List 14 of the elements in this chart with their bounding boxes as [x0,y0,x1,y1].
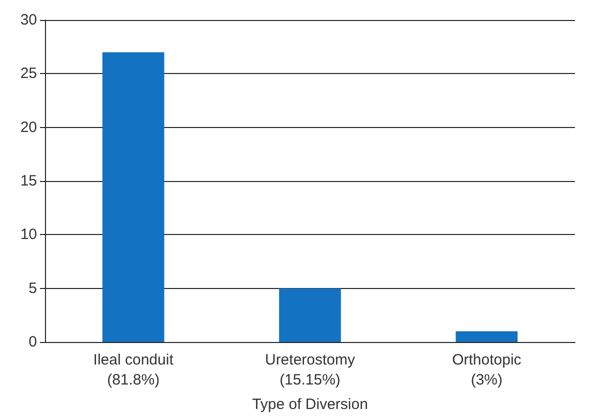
y-tick-label: 0 [28,334,37,350]
y-tick-label: 5 [28,280,37,297]
bar [102,52,164,342]
x-tick-label: Orthotopic (3%) [452,352,522,388]
bar [279,288,341,342]
x-tick-label: Ureterostomy (15.15%) [264,352,356,388]
y-tick-label: 15 [20,172,37,190]
y-tick-label: 20 [20,118,37,136]
bar [456,331,518,342]
y-tick-label: 30 [20,12,37,28]
y-tick-label: 25 [20,65,37,82]
x-tick-label: Ileal conduit (81.8%) [93,352,174,388]
x-axis-title: Type of Diversion [252,396,368,413]
y-tick-label: 10 [20,226,37,244]
